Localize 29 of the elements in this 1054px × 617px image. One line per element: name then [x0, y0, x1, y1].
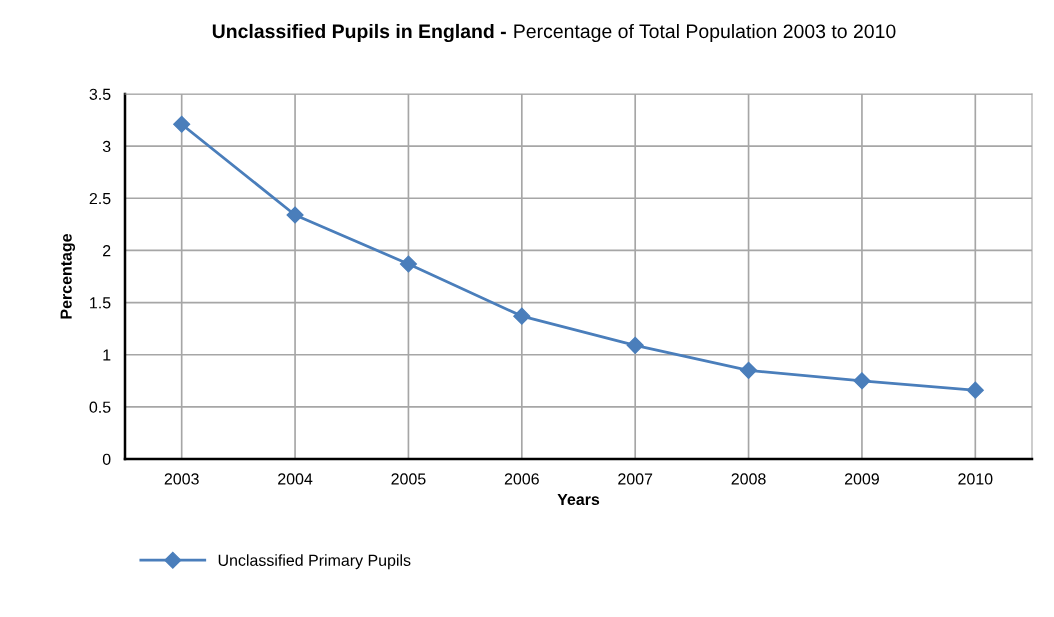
- x-tick-label: 2005: [391, 473, 426, 485]
- point: [399, 255, 417, 273]
- y-tick-label: 2.5: [89, 192, 111, 205]
- x-tick-label: 2010: [958, 473, 993, 485]
- y-tick-label: 0.5: [89, 401, 111, 413]
- y-tick-label: 3: [102, 140, 111, 153]
- point: [626, 336, 644, 354]
- point: [173, 115, 191, 133]
- x-tick-label: 2009: [844, 473, 879, 485]
- point: [286, 206, 304, 224]
- point: [853, 372, 871, 390]
- y-tick-label: 1.5: [90, 297, 111, 309]
- x-tick-label: 2008: [731, 473, 766, 485]
- x-tick-label: 2007: [618, 473, 653, 485]
- legend-label: Unclassified Primary Pupils: [218, 554, 411, 570]
- y-tick-label: 0: [102, 453, 111, 465]
- x-tick-label: 2006: [504, 473, 539, 485]
- y-tick-label: 3.5: [89, 88, 111, 100]
- x-axis-title: Years: [557, 493, 600, 506]
- y-tick-label: 2: [103, 245, 111, 257]
- point: [740, 361, 758, 379]
- point: [513, 307, 531, 325]
- y-axis-title: Percentage: [60, 233, 76, 319]
- chart-title: Unclassified Pupils in England -: [212, 23, 506, 43]
- chart-subtitle: Percentage of Total Population 2003 to 2010: [514, 23, 896, 43]
- y-tick-label: 1: [103, 349, 111, 361]
- x-tick-label: 2004: [278, 473, 313, 485]
- x-tick-label: 2003: [164, 473, 199, 485]
- point: [966, 381, 984, 399]
